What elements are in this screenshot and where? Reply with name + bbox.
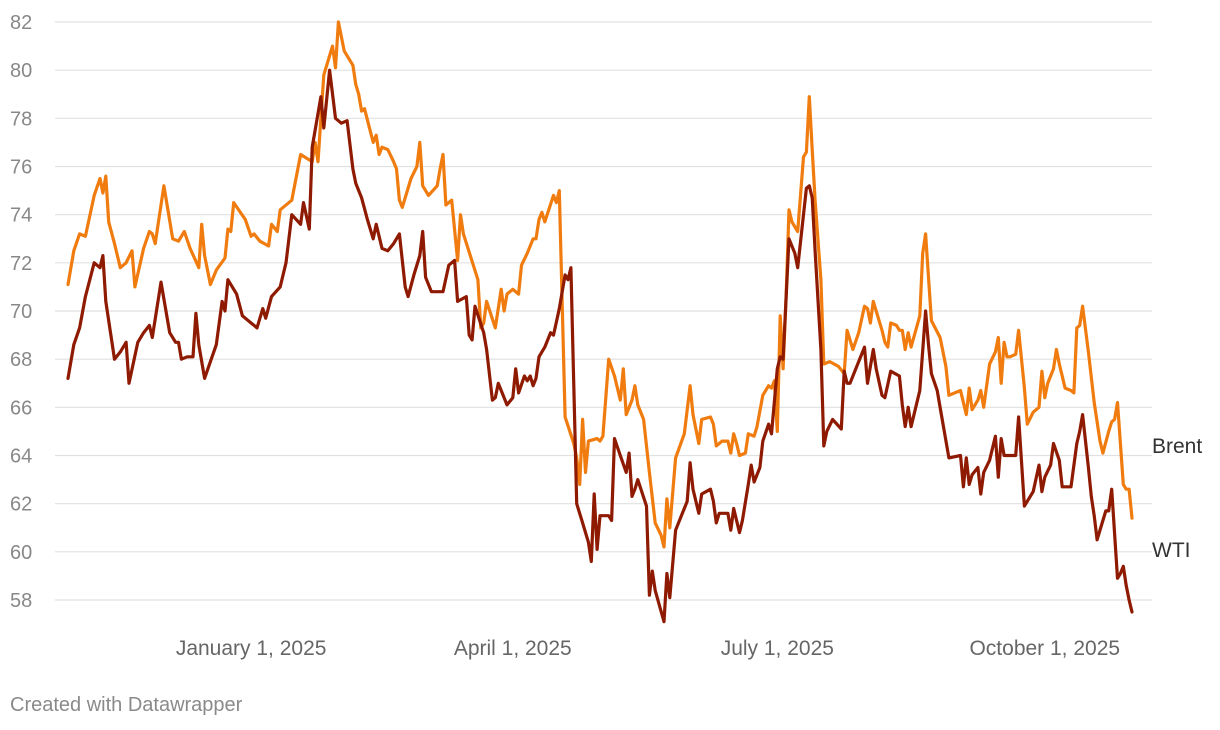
- x-tick-label-3: October 1, 2025: [969, 637, 1120, 660]
- series-line-brent[interactable]: [66, 20, 1134, 549]
- y-tick-label-74: 74: [10, 205, 32, 227]
- y-tick-label-58: 58: [10, 590, 32, 612]
- x-tick-label-2: July 1, 2025: [721, 637, 834, 660]
- y-tick-label-72: 72: [10, 253, 32, 275]
- y-tick-label-70: 70: [10, 301, 32, 323]
- series-labels: Brent WTI: [1152, 435, 1202, 562]
- y-tick-label-62: 62: [10, 494, 32, 516]
- series-line-wti[interactable]: [66, 68, 1134, 624]
- series-label-brent: Brent: [1152, 435, 1202, 458]
- x-tick-label-0: January 1, 2025: [176, 637, 327, 660]
- y-axis-ticks: 58 60 62 64 66 68 70 72 74 76 78 80 82: [10, 12, 32, 612]
- line-chart: 58 60 62 64 66 68 70 72 74 76 78 80 82 January 1, 20…: [10, 12, 1202, 660]
- series-lines: [66, 20, 1134, 624]
- y-tick-label-64: 64: [10, 446, 32, 468]
- y-tick-label-60: 60: [10, 542, 32, 564]
- series-label-wti: WTI: [1152, 539, 1190, 562]
- y-tick-label-66: 66: [10, 397, 32, 419]
- y-tick-label-78: 78: [10, 108, 32, 130]
- x-axis-ticks: January 1, 2025 April 1, 2025 July 1, 2025…: [176, 637, 1120, 660]
- x-tick-label-1: April 1, 2025: [454, 637, 572, 660]
- y-tick-label-68: 68: [10, 349, 32, 371]
- y-tick-label-76: 76: [10, 157, 32, 179]
- y-tick-label-80: 80: [10, 60, 32, 82]
- y-tick-label-82: 82: [10, 12, 32, 34]
- datawrapper-credit[interactable]: Created with Datawrapper: [10, 694, 243, 716]
